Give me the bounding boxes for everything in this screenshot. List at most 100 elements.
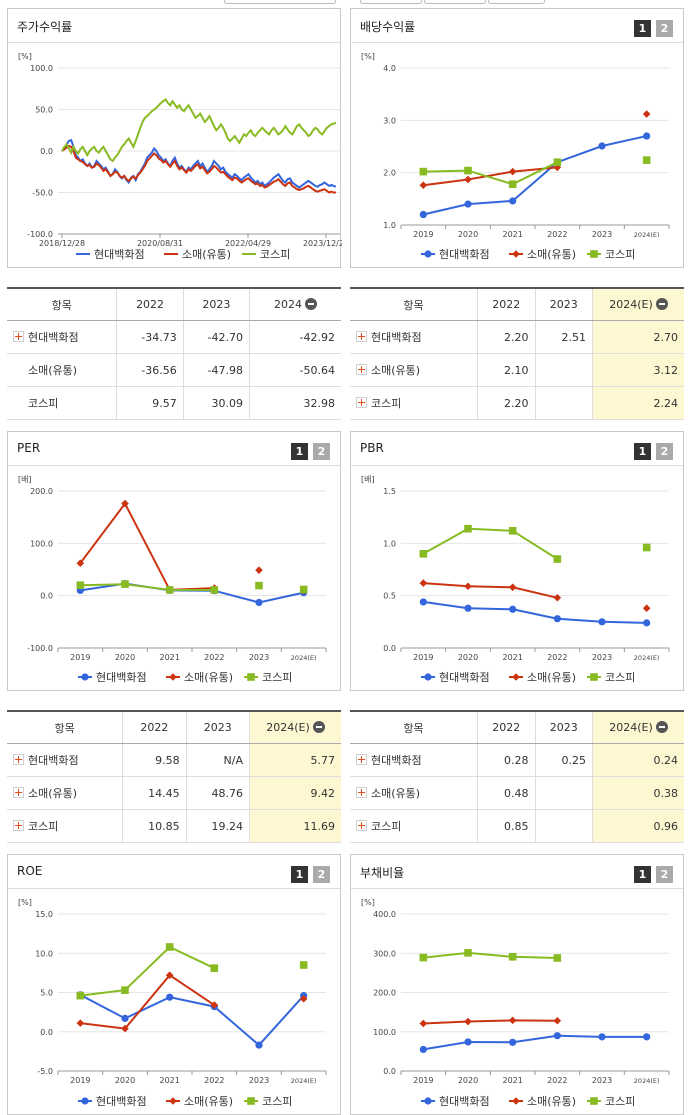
row-label-cell[interactable]: 코스피 bbox=[350, 386, 478, 420]
table-row: 현대백화점 2.20 2.51 2.70 bbox=[350, 320, 684, 354]
legend-item: 소매(유통) bbox=[164, 248, 231, 261]
expand-plus-icon[interactable] bbox=[13, 331, 24, 342]
toolbar-button[interactable] bbox=[424, 0, 486, 4]
data-point-square bbox=[590, 1097, 598, 1105]
expand-plus-icon[interactable] bbox=[356, 820, 367, 831]
legend-label: 코스피 bbox=[260, 248, 290, 261]
data-point-square bbox=[121, 580, 129, 588]
series-2 bbox=[419, 949, 562, 962]
series-2 bbox=[76, 943, 308, 1000]
row-label-cell[interactable]: 현대백화점 bbox=[350, 743, 478, 777]
data-point-circle bbox=[81, 673, 89, 681]
table-cell: 2.10 bbox=[477, 353, 535, 387]
toolbar-button[interactable] bbox=[360, 0, 422, 4]
x-tick-label: 2020/08/31 bbox=[137, 239, 183, 248]
panel-title: 배당수익률 bbox=[360, 20, 416, 34]
top-toolbar-strip bbox=[0, 0, 691, 8]
data-point-diamond bbox=[512, 673, 520, 681]
legend-item: 코스피 bbox=[244, 1095, 292, 1108]
expand-plus-icon[interactable] bbox=[13, 787, 24, 798]
header-2023: 2023 bbox=[534, 711, 593, 744]
table-cell bbox=[534, 386, 593, 420]
page-1-button[interactable]: 1 bbox=[634, 20, 651, 37]
panel-title: 주가수익률 bbox=[17, 20, 73, 34]
collapse-icon[interactable] bbox=[655, 298, 668, 310]
x-tick-label: 2022 bbox=[547, 230, 567, 239]
legend-label: 소매(유통) bbox=[184, 1095, 233, 1108]
table-cell: 0.48 bbox=[477, 776, 535, 810]
series-line bbox=[423, 135, 647, 216]
table-cell: 9.58 bbox=[122, 743, 187, 777]
data-point-diamond bbox=[76, 1019, 85, 1027]
data-point-diamond bbox=[255, 566, 263, 574]
page-2-button[interactable]: 2 bbox=[656, 866, 673, 883]
toolbar-button[interactable] bbox=[488, 0, 545, 4]
expand-plus-icon[interactable] bbox=[356, 787, 367, 798]
data-point-square bbox=[590, 250, 598, 258]
collapse-icon[interactable] bbox=[655, 721, 668, 733]
data-point-circle bbox=[464, 1038, 472, 1046]
data-point-circle bbox=[509, 605, 517, 613]
data-point-diamond bbox=[299, 994, 308, 1003]
series-1 bbox=[419, 1016, 562, 1028]
page-2-button[interactable]: 2 bbox=[313, 443, 330, 460]
legend-item: 코스피 bbox=[244, 671, 292, 684]
table-cell: 3.12 bbox=[592, 353, 684, 387]
row-label-cell[interactable]: 소매(유통) bbox=[350, 776, 478, 810]
page-2-button[interactable]: 2 bbox=[313, 866, 330, 883]
header-2022: 2022 bbox=[116, 288, 184, 321]
series-2 bbox=[419, 524, 651, 563]
legend-label: 코스피 bbox=[605, 1095, 635, 1108]
collapse-icon[interactable] bbox=[305, 298, 317, 310]
page-1-button[interactable]: 1 bbox=[634, 866, 651, 883]
expand-plus-icon[interactable] bbox=[356, 364, 367, 375]
page-1-button[interactable]: 1 bbox=[291, 443, 308, 460]
legend-item: 코스피 bbox=[587, 671, 635, 684]
page-1-button[interactable]: 1 bbox=[291, 866, 308, 883]
y-tick-label: 0.0 bbox=[383, 1067, 396, 1076]
row-label-cell[interactable]: 소매(유통) bbox=[350, 353, 478, 387]
y-tick-label: 200.0 bbox=[373, 989, 396, 998]
x-tick-label: 2022 bbox=[547, 1076, 567, 1085]
expand-plus-icon[interactable] bbox=[356, 754, 367, 765]
row-label: 소매(유통) bbox=[371, 364, 421, 377]
y-tick-label: 1.0 bbox=[383, 221, 396, 230]
row-label-cell[interactable]: 소매(유통) bbox=[7, 776, 123, 810]
row-label-cell[interactable]: 코스피 bbox=[7, 809, 123, 843]
x-tick-label: 2020 bbox=[458, 653, 478, 662]
axis-unit-label: [%] bbox=[18, 898, 32, 907]
y-tick-label: -5.0 bbox=[37, 1067, 53, 1076]
row-label-cell[interactable]: 현대백화점 bbox=[350, 320, 478, 354]
x-tick-label: 2019 bbox=[413, 1076, 433, 1085]
header-item: 항목 bbox=[7, 711, 123, 744]
x-tick-label: 2024(E) bbox=[634, 231, 660, 239]
data-point-circle bbox=[598, 1033, 606, 1041]
series-line bbox=[80, 583, 215, 591]
table-cell: 0.28 bbox=[477, 743, 535, 777]
header-2024e-label: 2024(E) bbox=[266, 721, 310, 734]
data-point-circle bbox=[419, 598, 427, 606]
x-tick-label: 2020 bbox=[115, 1076, 135, 1085]
table-row: 소매(유통) 2.10 3.12 bbox=[350, 353, 684, 387]
expand-plus-icon[interactable] bbox=[13, 754, 24, 765]
collapse-icon[interactable] bbox=[312, 721, 325, 733]
toolbar-button[interactable] bbox=[224, 0, 336, 4]
data-point-diamond bbox=[508, 1016, 517, 1025]
series-1 bbox=[419, 110, 651, 190]
legend-label: 현대백화점 bbox=[439, 671, 490, 684]
page-2-button[interactable]: 2 bbox=[656, 443, 673, 460]
expand-plus-icon[interactable] bbox=[13, 820, 24, 831]
row-label-cell[interactable]: 코스피 bbox=[350, 809, 478, 843]
chart-svg: [%] 4.0 3.0 2.0 1.0 2019 2020 2021 2022 2023 2024(… bbox=[361, 52, 670, 261]
row-label-cell[interactable]: 현대백화점 bbox=[7, 743, 123, 777]
row-label: 소매(유통) bbox=[28, 787, 78, 800]
expand-plus-icon[interactable] bbox=[356, 397, 367, 408]
expand-plus-icon[interactable] bbox=[356, 331, 367, 342]
page-1-button[interactable]: 1 bbox=[634, 443, 651, 460]
panel-header: 주가수익률 bbox=[8, 9, 340, 43]
x-tick-label: 2024(E) bbox=[291, 1077, 317, 1085]
row-label-cell[interactable]: 현대백화점 bbox=[7, 320, 117, 354]
data-point-square bbox=[76, 581, 85, 589]
page-2-button[interactable]: 2 bbox=[656, 20, 673, 37]
